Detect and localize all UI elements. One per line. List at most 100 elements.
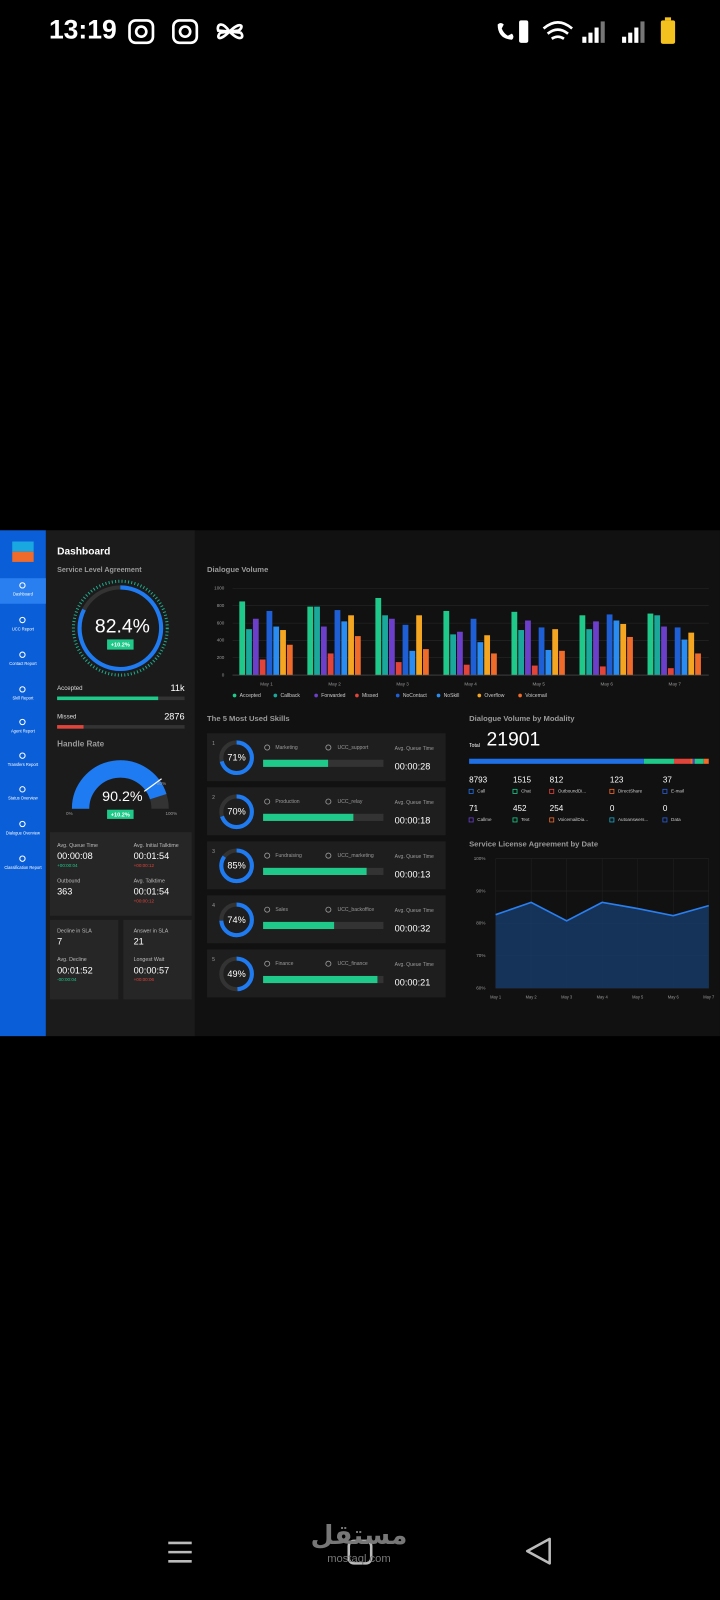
bar [450, 634, 457, 676]
change-text: +10.2% [111, 643, 130, 649]
skill-icon [264, 852, 271, 859]
signal-bar [634, 27, 639, 43]
section-title: The 5 Most Used Skills [207, 714, 290, 723]
signal-bar [628, 32, 633, 43]
legend-marker [314, 693, 318, 698]
skill-name: Marketing [275, 745, 297, 751]
kpi-bar [57, 725, 84, 729]
queue-time: 00:00:13 [395, 869, 431, 879]
instagram-lens [134, 25, 148, 39]
bar [388, 618, 395, 676]
modality-value: 71 [469, 804, 479, 813]
sidebar-icon [19, 820, 26, 828]
legend-marker [232, 693, 237, 698]
stats-box [49, 832, 192, 916]
kpi-value: 2876 [164, 711, 184, 721]
legend-label: NoSkill [444, 693, 460, 699]
x-tick-label: May 6 [600, 681, 613, 686]
skill-rank: 2 [212, 795, 215, 801]
bar [681, 639, 688, 676]
sidebar-item[interactable]: Contact Report [9, 661, 37, 666]
column-label: Avg. Queue Time [395, 908, 434, 914]
modality-value: 123 [610, 775, 624, 784]
skill-bar [263, 759, 329, 767]
skill-percent: 85% [227, 861, 245, 871]
signal-bar [582, 36, 587, 43]
bar [518, 630, 525, 676]
gauge-value-text: 90.2% [102, 789, 143, 805]
bar [327, 653, 334, 676]
bar [314, 606, 320, 676]
section-title: Service Level Agreement [57, 566, 142, 574]
stat-value: 00:00:08 [57, 851, 93, 861]
skill-bar [263, 813, 354, 821]
legend-marker [355, 693, 359, 698]
stat-label: Answer in SLA [134, 928, 169, 934]
bar [661, 626, 667, 676]
sidebar-item[interactable]: Skill Report [13, 696, 35, 701]
sidebar-item[interactable]: Dashboard [13, 592, 33, 597]
skill-name: Fundraising [275, 853, 302, 859]
column-label: Avg. Queue Time [395, 800, 434, 806]
menu-button[interactable] [168, 1541, 192, 1563]
legend-marker [477, 693, 482, 698]
modality-value: 1515 [513, 775, 532, 784]
bar [593, 621, 599, 676]
stat-value: 21 [134, 937, 144, 947]
bar [334, 610, 341, 676]
change-badge [107, 809, 134, 819]
kpi-label: Accepted [57, 685, 82, 692]
gauge-scale-label: 0% [66, 811, 73, 816]
sidebar-item[interactable]: Classification Report [4, 865, 42, 870]
sidebar-item[interactable]: Dialogue Overview [6, 830, 40, 835]
skill-percent: 49% [227, 969, 245, 979]
modality-icon [609, 817, 615, 823]
bar [695, 653, 701, 676]
sidebar-item[interactable]: UCC Report [12, 626, 35, 631]
bar [545, 649, 552, 676]
home-button[interactable] [347, 1539, 373, 1565]
skill-bar [263, 975, 378, 984]
dashboard-title: Dashboard [57, 546, 110, 557]
queue-name: UCC_marketing [338, 853, 374, 859]
watermark: مستقل [311, 1520, 408, 1550]
gauge-scale-label: 80% [157, 781, 166, 786]
column-label: Avg. Queue Time [395, 746, 434, 752]
bar [470, 618, 477, 676]
sidebar-item[interactable]: Status Overview [8, 796, 38, 801]
modality-label: DirectShare [618, 789, 643, 794]
x-tick-label: May 1 [260, 681, 273, 686]
modality-label: Text [521, 817, 530, 822]
bar [320, 626, 327, 676]
legend-label: NoContact [403, 693, 428, 699]
sidebar-item[interactable]: Transfers Report [8, 762, 39, 767]
bar [531, 665, 538, 676]
bar [307, 606, 314, 676]
bar [654, 615, 661, 676]
legend-marker [436, 693, 441, 698]
bar [402, 624, 409, 676]
bar [491, 653, 497, 676]
bar [552, 629, 559, 676]
modality-segment [703, 758, 709, 764]
x-tick-label: May 7 [669, 681, 682, 686]
stat-value: 00:00:57 [134, 965, 170, 975]
bar [423, 649, 429, 676]
bar [286, 644, 293, 676]
bar [409, 650, 416, 676]
bar [511, 611, 518, 676]
y-tick-label: 400 [217, 638, 225, 643]
sidebar-icon [19, 686, 26, 693]
y-tick-label: 60% [476, 985, 485, 990]
bar [688, 632, 695, 676]
sidebar-item[interactable]: Agent Report [11, 728, 36, 733]
signal-bar [600, 21, 605, 43]
back-button[interactable] [525, 1537, 551, 1565]
skill-rank: 1 [212, 741, 215, 747]
skill-rank: 4 [212, 903, 215, 909]
logo-top [12, 541, 34, 552]
modality-icon [512, 788, 518, 794]
modality-segment [469, 758, 644, 764]
bar [559, 650, 565, 676]
queue-name: UCC_support [338, 745, 369, 751]
